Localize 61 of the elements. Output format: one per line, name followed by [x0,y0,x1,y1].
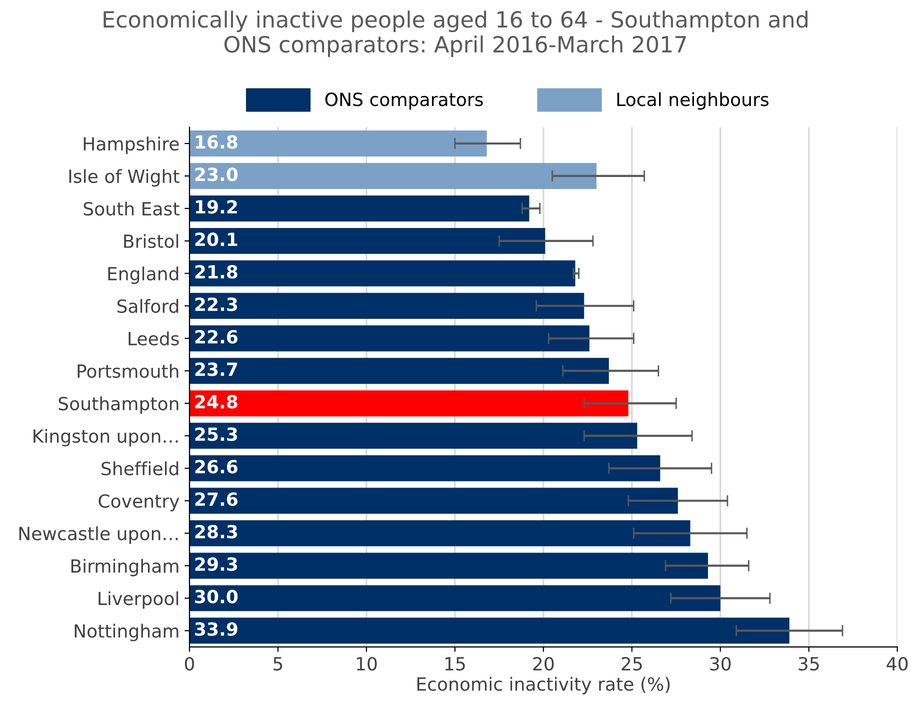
bar [189,325,590,352]
y-tick-label: Sheffield [102,461,178,476]
y-tick-label: Salford [117,299,178,314]
data-label: 33.9 [195,622,238,636]
y-tick-label: Portsmouth [78,364,178,378]
data-label: 23.7 [195,362,238,376]
y-tick-label: Birmingham [71,558,178,576]
bar [189,358,609,384]
x-tick-label: 40 [886,656,908,671]
x-tick-label: 30 [710,656,731,671]
y-tick-label: Liverpool [98,591,178,609]
data-label: 30.0 [195,590,238,604]
y-tick-label: South East [84,202,180,216]
bar [189,130,487,156]
bar [189,228,546,254]
bar [189,552,708,579]
data-label: 29.3 [195,557,238,571]
legend-label: ONS comparators [325,92,483,110]
bar [189,260,576,286]
data-label: 22.3 [195,297,238,312]
x-tick-label: 20 [533,656,554,671]
data-label: 26.6 [195,460,238,474]
data-label: 23.0 [195,168,238,182]
y-tick-label: Coventry [98,494,180,512]
bar [189,292,584,319]
y-tick-label: Bristol [124,234,178,248]
bar [189,195,530,222]
y-tick-label: England [108,266,178,284]
bar [189,455,660,482]
data-label: 21.8 [195,264,238,279]
x-tick-label: 15 [445,657,465,671]
data-label: 20.1 [195,232,238,246]
y-tick-label: Newcastle upon… [19,526,178,544]
data-label: 16.8 [196,135,238,149]
x-tick-label: 25 [622,656,642,671]
data-label: 22.6 [195,330,238,344]
data-label: 24.8 [195,394,238,409]
bar [189,390,628,416]
bar [189,585,720,612]
data-label: 25.3 [195,427,238,442]
x-axis-title: Economic inactivity rate (%) [417,676,670,694]
y-tick-label: Isle of Wight [69,169,180,187]
y-tick-label: Kingston upon… [34,428,178,446]
data-label: 27.6 [195,492,238,506]
x-tick-label: 5 [274,657,282,671]
x-tick-label: 10 [356,656,377,671]
data-label: 19.2 [196,200,237,214]
x-tick-label: 0 [184,656,194,671]
legend-label: Local neighbours [617,92,768,110]
y-tick-label: Nottingham [74,624,178,642]
data-label: 28.3 [195,524,238,538]
bar [189,520,690,546]
y-tick-label: Leeds [128,332,179,346]
bar [189,618,790,644]
x-tick-label: 35 [798,656,819,671]
chart-title: Economically inactive people aged 16 to 64 - Southampton and ONS comparators: April 2016-March 2017 [104,10,808,57]
bar [189,488,678,514]
y-tick-label: Southampton [58,396,178,414]
bar [189,162,596,189]
bar [189,422,638,449]
y-tick-label: Hampshire [84,136,179,154]
